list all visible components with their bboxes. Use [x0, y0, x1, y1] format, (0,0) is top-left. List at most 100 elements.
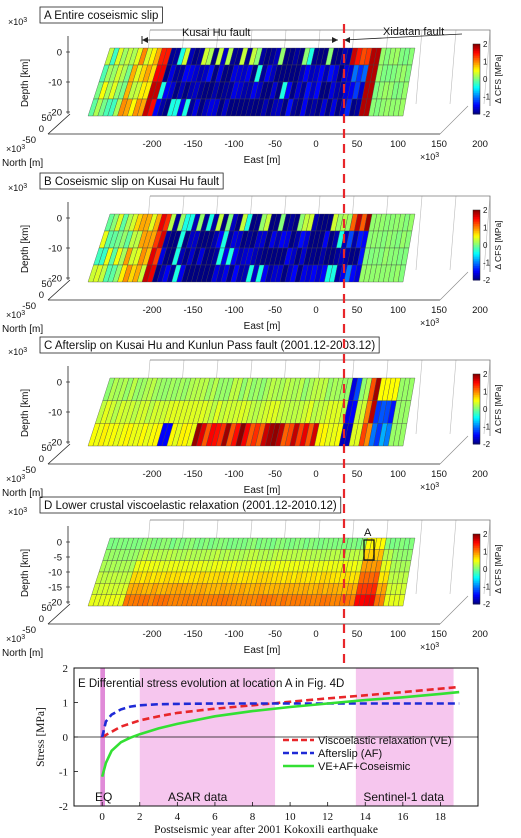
region-label-sentinel: Sentinel-1 data	[363, 790, 444, 804]
east-tick: 50	[352, 469, 363, 480]
east-axis-label: East [m]	[244, 321, 281, 332]
chart-title: E Differential stress evolution at locat…	[78, 678, 344, 690]
fault-patch	[397, 264, 407, 283]
depth-tick: -5	[54, 553, 62, 564]
east-tick: 100	[390, 469, 406, 480]
panel-title: A Entire coseismic slip	[39, 6, 163, 24]
colorbar-label: Δ CFS [MPa]	[493, 544, 503, 593]
colorbar-tick: -2	[483, 440, 491, 449]
floor	[47, 526, 469, 625]
depth-tick: -15	[48, 583, 62, 594]
north-axis-label: North [m]	[2, 324, 43, 335]
colorbar-tick: -1	[483, 259, 491, 268]
fault-patch	[397, 594, 406, 607]
east-tick: 200	[472, 629, 488, 640]
north-tick: -50	[22, 465, 36, 476]
x-tick-label: 12	[322, 811, 333, 823]
north-tick: 0	[39, 124, 44, 135]
east-tick: -200	[142, 305, 161, 316]
north-tick: 0	[39, 454, 44, 465]
colorbar-tick: 0	[483, 565, 488, 574]
east-tick: -200	[142, 139, 161, 150]
depth-tick: -20	[48, 598, 62, 609]
east-tick: 100	[390, 305, 406, 316]
legend-entry: Viscoelastic relaxation (VE)	[318, 735, 452, 747]
east-tick: 150	[431, 629, 447, 640]
kusai-hu-fault-label: Kusai Hu fault	[182, 27, 250, 39]
depth-tick: -10	[48, 408, 62, 419]
north-axis-label: North [m]	[2, 158, 43, 169]
east-tick: -200	[142, 629, 161, 640]
colorbar-tick: -2	[483, 110, 491, 119]
region-label-eq: EQ	[95, 790, 112, 804]
east-axis-label: East [m]	[244, 485, 281, 496]
fault-patches	[87, 537, 416, 607]
east-tick: -100	[224, 305, 243, 316]
east-tick: 0	[313, 469, 318, 480]
x-tick-label: 4	[175, 811, 181, 823]
east-tick: 150	[431, 139, 447, 150]
panel-title-text: B Coseismic slip on Kusai Hu fault	[44, 176, 220, 188]
colorbar-tick: -2	[483, 600, 491, 609]
east-tick: 200	[472, 469, 488, 480]
east-tick: 100	[390, 629, 406, 640]
depth-tick: 0	[57, 378, 62, 389]
fault-patches	[87, 47, 416, 117]
east-tick: -150	[183, 469, 202, 480]
depth-tick: 0	[57, 214, 62, 225]
east-exponent: ×103	[420, 318, 439, 329]
colorbar: 2 1 0 -1 -2Δ CFS [MPa]	[472, 206, 503, 285]
x-tick-label: 10	[285, 811, 297, 823]
east-tick: -50	[268, 139, 282, 150]
fault-patch	[397, 423, 408, 447]
panel-title: C Afterslip on Kusai Hu and Kunlun Pass …	[39, 336, 380, 354]
x-axis-label: Postseismic year after 2001 Kokoxili ear…	[154, 824, 378, 836]
north-exponent: ×103	[6, 474, 25, 485]
fault-patch	[397, 98, 407, 117]
colorbar-tick: -1	[483, 583, 491, 592]
east-tick: -50	[268, 469, 282, 480]
north-tick: 0	[39, 290, 44, 301]
x-tick-label: 6	[212, 811, 218, 823]
colorbar-tick: -2	[483, 276, 491, 285]
panel-d: ×103 ×103 ×103 D Lower crustal viscoelastic…	[2, 496, 503, 659]
colorbar-tick: 0	[483, 241, 488, 250]
north-tick: -50	[22, 301, 36, 312]
north-axis-label: North [m]	[2, 488, 43, 499]
colorbar-tick: -1	[483, 423, 491, 432]
panel-title-text: A Entire coseismic slip	[44, 10, 158, 22]
colorbar-tick: 2	[483, 206, 488, 215]
depth-tick: -20	[48, 108, 62, 119]
colorbar-tick: 2	[483, 530, 488, 539]
east-tick: 150	[431, 305, 447, 316]
east-tick: -100	[224, 139, 243, 150]
north-exponent: ×103	[6, 310, 25, 321]
east-tick: 50	[352, 629, 363, 640]
series-line-combined	[100, 690, 460, 778]
east-tick: -150	[183, 629, 202, 640]
panel-c: ×103 ×103 ×103 C Afterslip on Kusai Hu and …	[2, 336, 503, 499]
east-tick: -200	[142, 469, 161, 480]
x-tick-label: 2	[137, 811, 143, 823]
east-tick: 0	[313, 139, 318, 150]
east-exponent: ×103	[420, 152, 439, 163]
panel-b: ×103 ×103 ×103 B Coseismic slip on Kusai Hu…	[2, 172, 503, 335]
east-tick: -150	[183, 139, 202, 150]
x-tick-label: 14	[360, 811, 372, 823]
east-axis-label: East [m]	[244, 645, 281, 656]
x-tick-label: 16	[397, 811, 409, 823]
north-tick: 50	[41, 113, 52, 124]
east-tick: 200	[472, 139, 488, 150]
east-tick: -150	[183, 305, 202, 316]
east-tick: -50	[268, 305, 282, 316]
x-tick-label: 0	[99, 811, 105, 823]
depth-tick: -20	[48, 438, 62, 449]
colorbar-tick: -1	[483, 93, 491, 102]
north-tick: 50	[41, 603, 52, 614]
colorbar-tick: 2	[483, 40, 488, 49]
north-tick: 50	[41, 443, 52, 454]
depth-tick: -20	[48, 274, 62, 285]
y-tick-label: 0	[63, 732, 69, 744]
depth-tick: -10	[48, 568, 62, 579]
